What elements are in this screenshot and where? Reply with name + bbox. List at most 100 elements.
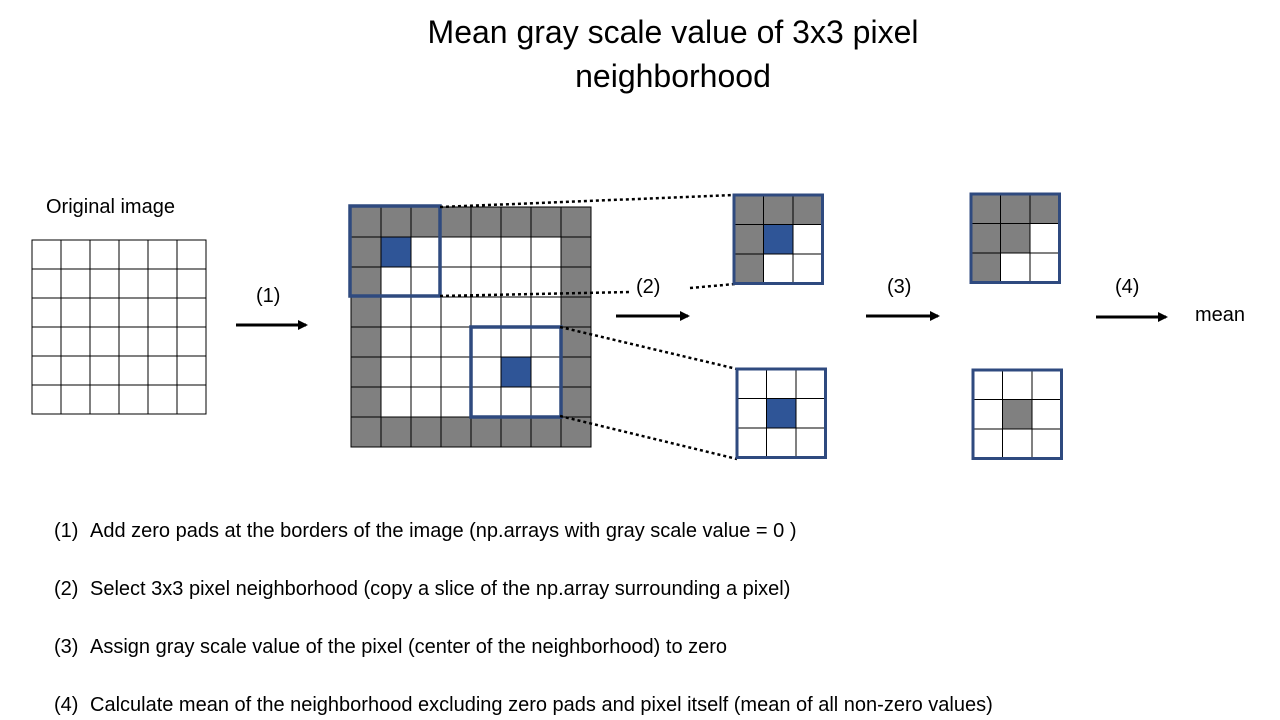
grid-cell bbox=[440, 356, 472, 388]
grid-cell bbox=[972, 428, 1003, 459]
step-number: (1) bbox=[54, 520, 79, 542]
zoom-line-top-3 bbox=[689, 282, 736, 290]
step-item-1: (1) Add zero pads at the borders of the i… bbox=[54, 518, 796, 544]
pad-cell bbox=[560, 356, 592, 388]
pad-cell bbox=[1029, 193, 1060, 224]
grid-cell bbox=[31, 326, 62, 357]
padded-image-grid bbox=[348, 204, 592, 448]
grid-cell bbox=[795, 398, 826, 429]
grid-cell bbox=[470, 266, 502, 298]
selection-frame-center bbox=[469, 325, 563, 419]
grid-cell bbox=[470, 326, 502, 358]
pad-cell bbox=[560, 296, 592, 328]
pad-cell bbox=[970, 223, 1001, 254]
grid-cell bbox=[530, 356, 562, 388]
grid-cell bbox=[147, 355, 178, 386]
pad-cell bbox=[792, 194, 823, 225]
grid-cell bbox=[1029, 223, 1060, 254]
neighborhood-frame bbox=[969, 192, 1061, 284]
grid-cell bbox=[530, 236, 562, 268]
neighborhood-center-grid bbox=[735, 367, 827, 459]
grid-cell bbox=[60, 384, 91, 415]
grid-cell bbox=[1002, 369, 1033, 400]
grid-cell bbox=[118, 326, 149, 357]
grid-cell bbox=[89, 326, 120, 357]
grid-cell bbox=[500, 386, 532, 418]
grid-cell bbox=[31, 355, 62, 386]
grid-cell bbox=[736, 368, 767, 399]
pad-cell bbox=[350, 206, 382, 238]
grid-cell bbox=[410, 356, 442, 388]
grid-cell bbox=[380, 296, 412, 328]
grid-cell bbox=[470, 356, 502, 388]
pixel-cell bbox=[380, 236, 412, 268]
grid-cell bbox=[31, 384, 62, 415]
step3-arrow-label: (3) bbox=[887, 276, 911, 298]
step-item-4: (4) Calculate mean of the neighborhood ex… bbox=[54, 692, 993, 718]
neighborhood-frame bbox=[971, 368, 1063, 460]
pad-cell bbox=[733, 194, 764, 225]
title-line-2: neighborhood bbox=[575, 58, 771, 94]
pad-cell bbox=[560, 386, 592, 418]
grid-cell bbox=[31, 297, 62, 328]
grid-cell bbox=[410, 386, 442, 418]
pad-cell bbox=[733, 224, 764, 255]
grid-cell bbox=[440, 266, 472, 298]
grid-cell bbox=[118, 297, 149, 328]
grid-cell bbox=[1031, 369, 1062, 400]
step-text: Assign gray scale value of the pixel (ce… bbox=[90, 636, 728, 658]
grid-cell bbox=[500, 326, 532, 358]
grid-cell bbox=[972, 369, 1003, 400]
grid-cell bbox=[147, 326, 178, 357]
grid-cell bbox=[530, 326, 562, 358]
grid-cell bbox=[89, 384, 120, 415]
pad-cell bbox=[350, 266, 382, 298]
grid-cell bbox=[1000, 252, 1031, 283]
pixel-cell bbox=[766, 398, 797, 429]
grid-cell bbox=[972, 399, 1003, 430]
grid-cell bbox=[60, 268, 91, 299]
grid-cell bbox=[176, 326, 207, 357]
pad-cell bbox=[1000, 193, 1031, 224]
grid-cell bbox=[763, 253, 794, 284]
neighborhood-frame bbox=[735, 367, 827, 459]
original-image-label: Original image bbox=[46, 196, 175, 218]
step1-arrow-label: (1) bbox=[256, 285, 280, 307]
zoom-line-bottom-1 bbox=[559, 325, 738, 371]
zoom-lines bbox=[439, 193, 738, 461]
pad-cell bbox=[560, 236, 592, 268]
grid-cell bbox=[1029, 252, 1060, 283]
step-number: (4) bbox=[54, 694, 79, 716]
grid-cell bbox=[500, 266, 532, 298]
grid-cell bbox=[176, 384, 207, 415]
pad-cell bbox=[733, 253, 764, 284]
grid-cell bbox=[60, 326, 91, 357]
neighborhood-center-zeroed-grid bbox=[971, 368, 1063, 460]
grid-cell bbox=[440, 296, 472, 328]
grid-cell bbox=[89, 355, 120, 386]
grid-cell bbox=[60, 239, 91, 270]
pad-cell bbox=[1000, 223, 1031, 254]
grid-cell bbox=[31, 268, 62, 299]
pad-cell bbox=[970, 193, 1001, 224]
grid-cell bbox=[440, 326, 472, 358]
grid-cell bbox=[118, 355, 149, 386]
grid-cell bbox=[380, 266, 412, 298]
grid-cell bbox=[736, 398, 767, 429]
grid-cell bbox=[410, 266, 442, 298]
pad-cell bbox=[440, 416, 472, 448]
grid-cell bbox=[440, 386, 472, 418]
grid-cell bbox=[176, 268, 207, 299]
grid-cell bbox=[736, 427, 767, 458]
pad-cell bbox=[470, 206, 502, 238]
grid-cell bbox=[118, 268, 149, 299]
grid-cell bbox=[470, 296, 502, 328]
selection-frame-corner bbox=[348, 204, 442, 298]
grid-cell bbox=[147, 239, 178, 270]
step2-arrow-label: (2) bbox=[636, 276, 660, 298]
zoom-line-top-2 bbox=[439, 290, 631, 298]
grid-cell bbox=[60, 355, 91, 386]
step4-arrow-label: (4) bbox=[1115, 276, 1139, 298]
grid-cell bbox=[147, 268, 178, 299]
